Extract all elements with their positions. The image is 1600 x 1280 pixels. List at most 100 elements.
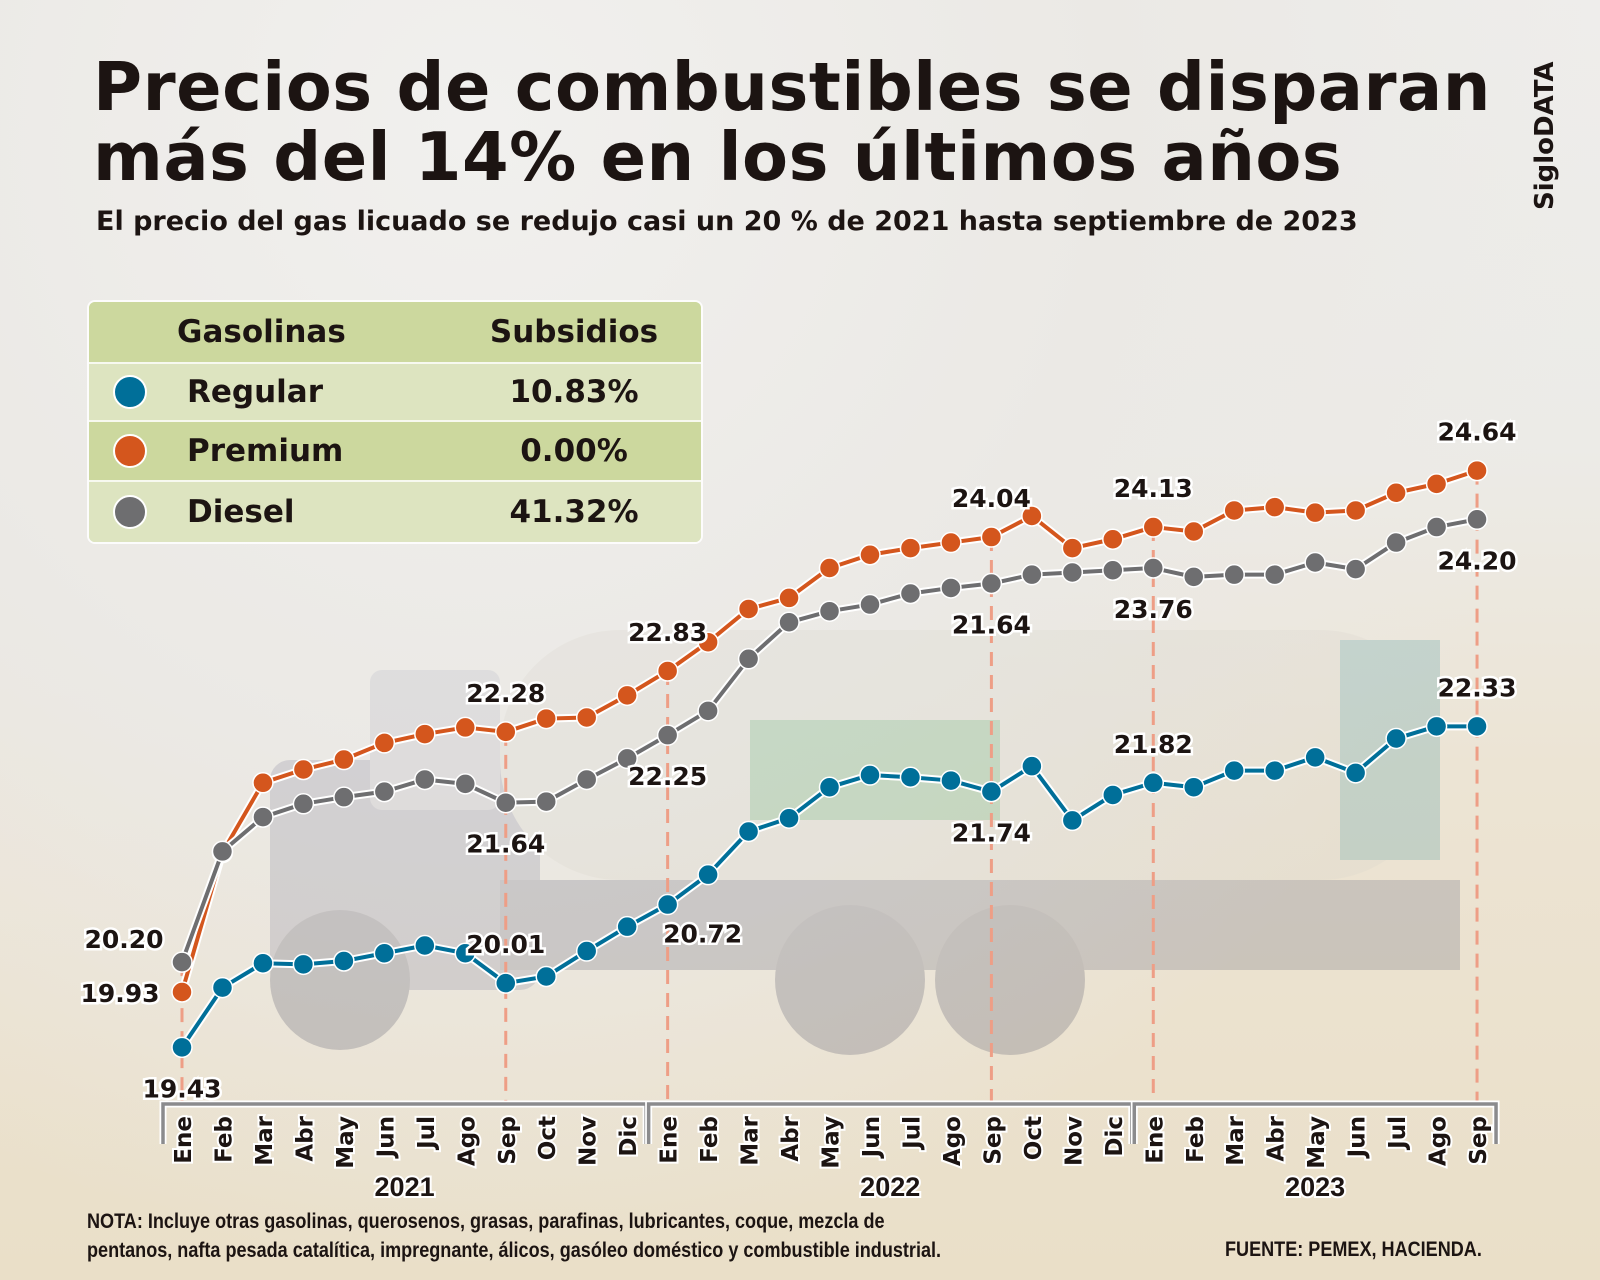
divider xyxy=(89,362,701,364)
x-tick-label: May xyxy=(819,1116,845,1169)
x-tick-label: Mar xyxy=(1223,1115,1249,1165)
x-tick-label: Sep xyxy=(495,1116,521,1165)
footnote: NOTA: Incluye otras gasolinas, queroseno… xyxy=(87,1207,947,1265)
data-point-premium xyxy=(1304,501,1326,524)
x-tick-label: Jul xyxy=(1385,1116,1411,1151)
data-point-diesel xyxy=(1102,559,1124,581)
year-label-2023: 2023 xyxy=(1285,1172,1345,1202)
data-point-diesel xyxy=(252,806,274,828)
data-point-regular xyxy=(535,965,557,988)
data-point-regular xyxy=(1263,759,1286,782)
data-label: 23.76 xyxy=(1114,595,1193,624)
data-point-regular xyxy=(171,1036,193,1059)
data-point-diesel xyxy=(1425,516,1448,538)
data-point-premium xyxy=(373,732,396,754)
data-point-diesel xyxy=(495,791,517,814)
x-tick-label: Nov xyxy=(576,1116,602,1166)
data-point-regular xyxy=(940,769,962,792)
data-label: 19.93 xyxy=(80,979,159,1008)
data-point-diesel xyxy=(1385,531,1407,554)
data-point-regular xyxy=(818,776,841,798)
data-point-regular xyxy=(454,942,477,965)
data-point-premium xyxy=(575,706,598,729)
x-tick-label: Jun xyxy=(373,1116,399,1159)
premium-dot-icon xyxy=(113,434,147,468)
year-label-2022: 2022 xyxy=(860,1172,920,1202)
x-tick-label: Feb xyxy=(211,1116,237,1163)
data-point-premium xyxy=(1263,496,1286,518)
data-label: 24.20 xyxy=(1438,546,1517,575)
data-point-diesel xyxy=(1466,508,1488,531)
legend-label: Premium xyxy=(187,433,344,469)
data-point-regular xyxy=(1102,784,1124,806)
data-point-premium xyxy=(414,723,436,745)
legend-row-diesel: Diesel 41.32% xyxy=(89,482,701,542)
data-label: 22.83 xyxy=(628,618,707,647)
x-tick-label: Abr xyxy=(292,1115,318,1161)
data-point-diesel xyxy=(292,793,315,815)
x-tick-label: Oct xyxy=(535,1116,561,1160)
data-point-diesel xyxy=(1142,557,1165,579)
data-point-premium xyxy=(1425,473,1448,495)
legend-row-premium: Premium 0.00% xyxy=(89,422,701,480)
data-point-premium xyxy=(1142,516,1165,538)
data-point-regular xyxy=(656,893,679,916)
data-point-diesel xyxy=(535,790,557,813)
data-point-diesel xyxy=(818,600,841,622)
data-point-premium xyxy=(818,557,841,579)
data-point-regular xyxy=(1142,772,1165,794)
data-point-regular xyxy=(252,952,274,974)
data-point-regular xyxy=(737,820,760,843)
data-point-premium xyxy=(1183,520,1205,543)
data-point-premium xyxy=(1223,499,1245,522)
data-point-premium xyxy=(737,598,760,620)
data-label: 24.13 xyxy=(1114,474,1193,503)
data-point-regular xyxy=(495,972,517,994)
data-point-diesel xyxy=(211,840,234,863)
legend-subsidy: 10.83% xyxy=(509,374,639,410)
data-point-regular xyxy=(616,915,638,938)
data-point-diesel xyxy=(980,572,1003,595)
data-point-premium xyxy=(1344,499,1367,522)
data-point-regular xyxy=(1385,727,1407,750)
data-point-regular xyxy=(333,950,355,972)
data-point-premium xyxy=(778,587,800,609)
data-point-diesel xyxy=(414,768,436,791)
data-point-diesel xyxy=(575,768,598,791)
data-point-diesel xyxy=(373,780,396,803)
data-point-regular xyxy=(1304,746,1326,769)
data-label: 19.43 xyxy=(142,1074,221,1103)
data-point-premium xyxy=(333,748,355,771)
data-point-diesel xyxy=(899,582,922,605)
legend-subsidy: 41.32% xyxy=(509,494,639,530)
data-point-premium xyxy=(616,684,638,707)
data-point-regular xyxy=(575,940,598,962)
data-label: 21.64 xyxy=(952,611,1031,640)
diesel-dot-icon xyxy=(113,495,147,529)
axis-bracket-2023 xyxy=(1132,1102,1498,1144)
data-point-premium xyxy=(899,537,922,559)
data-point-premium xyxy=(171,981,193,1003)
x-tick-label: Ene xyxy=(657,1116,683,1164)
data-point-premium xyxy=(292,758,315,781)
data-point-premium xyxy=(940,531,962,554)
data-point-premium xyxy=(980,526,1003,548)
data-point-premium xyxy=(656,660,679,682)
x-tick-label: Sep xyxy=(1466,1116,1492,1165)
data-label: 20.01 xyxy=(466,930,545,959)
x-tick-label: Jun xyxy=(1345,1116,1371,1159)
page-subtitle: El precio del gas licuado se redujo casi… xyxy=(96,206,1358,237)
series-line-premium xyxy=(180,468,1478,993)
series-line-halo xyxy=(178,466,1479,994)
data-point-regular xyxy=(292,953,315,976)
x-tick-label: Jun xyxy=(859,1116,885,1159)
x-tick-label: Ago xyxy=(454,1116,480,1166)
data-point-diesel xyxy=(1223,563,1245,586)
data-point-regular xyxy=(373,942,396,965)
x-tick-label: Dic xyxy=(1102,1116,1128,1157)
data-point-diesel xyxy=(1183,566,1205,588)
x-tick-label: May xyxy=(333,1116,359,1169)
data-point-diesel xyxy=(1304,551,1326,574)
data-point-diesel xyxy=(333,786,355,808)
data-point-regular xyxy=(1425,715,1448,738)
